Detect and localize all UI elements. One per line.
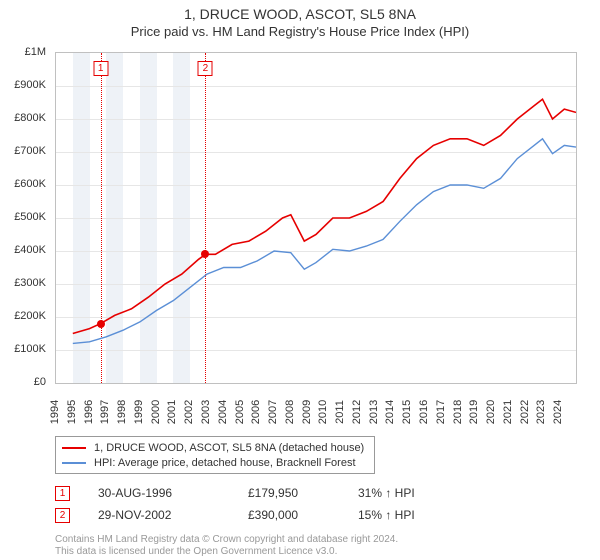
x-axis-tick-label: 2016 bbox=[418, 400, 430, 424]
copyright-line1: Contains HM Land Registry data © Crown c… bbox=[55, 534, 398, 546]
legend-item: 1, DRUCE WOOD, ASCOT, SL5 8NA (detached … bbox=[62, 440, 364, 455]
y-axis-tick-label: £600K bbox=[14, 178, 46, 190]
x-axis-tick-label: 2015 bbox=[401, 400, 413, 424]
chart-flag: 1 bbox=[93, 61, 108, 76]
flags-table-price: £179,950 bbox=[248, 486, 358, 500]
chart-plot-area: 12 bbox=[55, 52, 577, 384]
x-axis-tick-label: 2010 bbox=[317, 400, 329, 424]
x-axis-tick-label: 2023 bbox=[535, 400, 547, 424]
x-axis-tick-label: 2013 bbox=[368, 400, 380, 424]
x-axis-tick-label: 2009 bbox=[301, 400, 313, 424]
y-axis-tick-label: £900K bbox=[14, 79, 46, 91]
line-series bbox=[56, 53, 576, 383]
x-axis-tick-label: 2006 bbox=[250, 400, 262, 424]
legend-swatch bbox=[62, 462, 86, 464]
legend-label: 1, DRUCE WOOD, ASCOT, SL5 8NA (detached … bbox=[94, 442, 364, 454]
chart-flag: 2 bbox=[198, 61, 213, 76]
copyright-text: Contains HM Land Registry data © Crown c… bbox=[55, 534, 398, 558]
data-marker bbox=[97, 320, 105, 328]
flags-table-flag: 1 bbox=[55, 486, 70, 501]
copyright-line2: This data is licensed under the Open Gov… bbox=[55, 546, 398, 558]
flags-table: 1 30-AUG-1996£179,95031% ↑ HPI 2 29-NOV-200… bbox=[55, 482, 508, 526]
flags-table-row: 2 29-NOV-2002£390,00015% ↑ HPI bbox=[55, 504, 508, 526]
flags-table-date: 29-NOV-2002 bbox=[98, 508, 248, 522]
x-axis-tick-label: 2004 bbox=[217, 400, 229, 424]
chart-title: 1, DRUCE WOOD, ASCOT, SL5 8NA bbox=[0, 0, 600, 22]
x-axis-tick-label: 2002 bbox=[183, 400, 195, 424]
flags-table-date: 30-AUG-1996 bbox=[98, 486, 248, 500]
flags-table-price: £390,000 bbox=[248, 508, 358, 522]
x-axis-tick-label: 2017 bbox=[435, 400, 447, 424]
x-axis-tick-label: 2020 bbox=[485, 400, 497, 424]
y-axis-tick-label: £1M bbox=[25, 46, 46, 58]
x-axis-tick-label: 2008 bbox=[284, 400, 296, 424]
series-price_paid bbox=[73, 99, 576, 333]
y-axis-tick-label: £200K bbox=[14, 310, 46, 322]
flags-table-row: 1 30-AUG-1996£179,95031% ↑ HPI bbox=[55, 482, 508, 504]
y-axis-tick-label: £0 bbox=[34, 376, 46, 388]
x-axis-tick-label: 1994 bbox=[49, 400, 61, 424]
y-axis-tick-label: £500K bbox=[14, 211, 46, 223]
data-marker bbox=[201, 250, 209, 258]
x-axis-tick-label: 1996 bbox=[83, 400, 95, 424]
x-axis-tick-label: 2000 bbox=[150, 400, 162, 424]
x-axis-tick-label: 2024 bbox=[552, 400, 564, 424]
legend-item: HPI: Average price, detached house, Brac… bbox=[62, 455, 364, 470]
chart-subtitle: Price paid vs. HM Land Registry's House … bbox=[0, 22, 600, 39]
x-axis-tick-label: 2001 bbox=[166, 400, 178, 424]
flags-table-hpi: 15% ↑ HPI bbox=[358, 508, 508, 522]
x-axis-tick-label: 2014 bbox=[384, 400, 396, 424]
y-axis-tick-label: £300K bbox=[14, 277, 46, 289]
flags-table-hpi: 31% ↑ HPI bbox=[358, 486, 508, 500]
x-axis-tick-label: 2018 bbox=[452, 400, 464, 424]
x-axis-tick-label: 1998 bbox=[116, 400, 128, 424]
x-axis-labels: 1994199519961997199819992000200120022003… bbox=[55, 386, 575, 432]
y-axis-tick-label: £800K bbox=[14, 112, 46, 124]
y-axis-tick-label: £400K bbox=[14, 244, 46, 256]
x-axis-tick-label: 2011 bbox=[334, 400, 346, 424]
flags-table-flag: 2 bbox=[55, 508, 70, 523]
x-axis-tick-label: 2019 bbox=[468, 400, 480, 424]
y-axis-labels: £0£100K£200K£300K£400K£500K£600K£700K£80… bbox=[0, 52, 50, 382]
x-axis-tick-label: 2021 bbox=[502, 400, 514, 424]
x-axis-tick-label: 1995 bbox=[66, 400, 78, 424]
series-hpi bbox=[73, 139, 576, 344]
y-axis-tick-label: £100K bbox=[14, 343, 46, 355]
x-axis-tick-label: 2012 bbox=[351, 400, 363, 424]
x-axis-tick-label: 2022 bbox=[519, 400, 531, 424]
y-axis-tick-label: £700K bbox=[14, 145, 46, 157]
x-axis-tick-label: 2003 bbox=[200, 400, 212, 424]
legend-swatch bbox=[62, 447, 86, 449]
legend: 1, DRUCE WOOD, ASCOT, SL5 8NA (detached … bbox=[55, 436, 375, 474]
legend-label: HPI: Average price, detached house, Brac… bbox=[94, 457, 356, 469]
x-axis-tick-label: 2005 bbox=[234, 400, 246, 424]
x-axis-tick-label: 1997 bbox=[99, 400, 111, 424]
x-axis-tick-label: 2007 bbox=[267, 400, 279, 424]
x-axis-tick-label: 1999 bbox=[133, 400, 145, 424]
